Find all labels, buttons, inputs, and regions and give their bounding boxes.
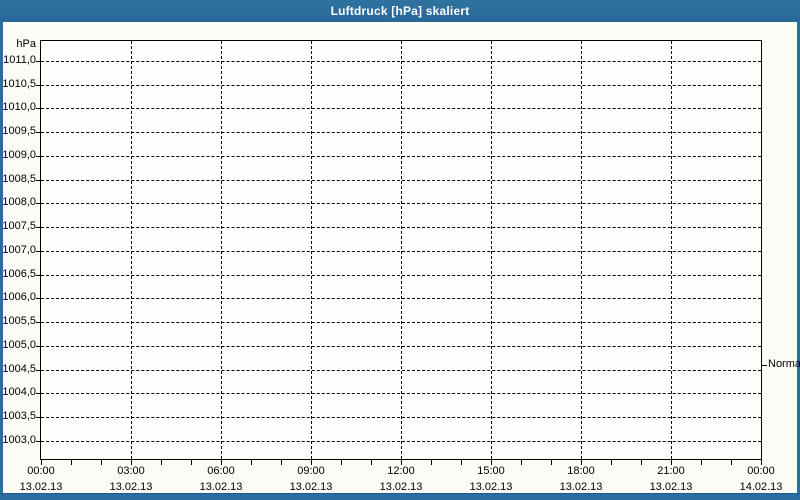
x-time-label: 00:00	[747, 465, 775, 477]
x-date-label: 13.02.13	[289, 481, 333, 493]
x-time-label: 21:00	[657, 465, 685, 477]
y-axis-tick	[36, 227, 40, 228]
y-tick-label: 1010,5	[2, 78, 36, 90]
y-axis-tick	[36, 417, 40, 418]
x-date-label: 13.02.13	[649, 481, 693, 493]
x-axis-tick	[251, 460, 252, 465]
window-border-right	[797, 22, 800, 500]
y-tick-label: 1004,0	[2, 386, 36, 398]
y-tick-label: 1006,0	[2, 291, 36, 303]
x-axis-tick	[671, 460, 672, 465]
y-axis-tick	[36, 441, 40, 442]
v-gridline	[671, 41, 672, 459]
x-axis-tick	[101, 460, 102, 465]
x-axis-tick	[71, 460, 72, 465]
x-axis-tick	[221, 460, 222, 465]
x-axis-tick	[641, 460, 642, 465]
y-tick-label: 1005,0	[2, 339, 36, 351]
x-time-label: 03:00	[117, 465, 145, 477]
normal-marker-tick	[762, 365, 767, 366]
x-date-label: 13.02.13	[379, 481, 423, 493]
y-tick-label: 1011,0	[3, 54, 36, 66]
y-axis-tick	[36, 132, 40, 133]
y-axis-tick	[36, 275, 40, 276]
x-axis-tick	[431, 460, 432, 465]
x-axis-tick	[41, 460, 42, 465]
y-axis-tick	[36, 203, 40, 204]
x-time-label: 00:00	[27, 465, 55, 477]
y-axis-unit-label: hPa	[16, 38, 36, 50]
window-titlebar[interactable]: Luftdruck [hPa] skaliert	[0, 0, 800, 22]
x-time-label: 18:00	[567, 465, 595, 477]
y-axis-tick	[36, 346, 40, 347]
y-axis-tick	[36, 251, 40, 252]
x-time-label: 12:00	[387, 465, 415, 477]
y-tick-label: 1010,0	[2, 101, 36, 113]
y-axis-tick	[36, 85, 40, 86]
x-time-label: 15:00	[477, 465, 505, 477]
x-time-label: 06:00	[207, 465, 235, 477]
y-axis-tick	[36, 298, 40, 299]
x-axis-tick	[131, 460, 132, 465]
x-axis-tick	[761, 460, 762, 465]
x-axis-tick	[161, 460, 162, 465]
x-date-label: 13.02.13	[199, 481, 243, 493]
y-tick-label: 1009,5	[2, 125, 36, 137]
window-border-left	[0, 22, 3, 500]
y-tick-label: 1003,5	[2, 410, 36, 422]
v-gridline	[581, 41, 582, 459]
x-axis-tick	[581, 460, 582, 465]
x-axis-tick	[281, 460, 282, 465]
y-tick-label: 1008,5	[2, 173, 36, 185]
x-date-label: 13.02.13	[469, 481, 513, 493]
x-date-label: 13.02.13	[559, 481, 603, 493]
window-title: Luftdruck [hPa] skaliert	[330, 4, 470, 18]
x-date-label: 13.02.13	[19, 481, 63, 493]
x-axis-tick	[491, 460, 492, 465]
x-axis-tick	[311, 460, 312, 465]
y-axis-tick	[36, 61, 40, 62]
y-tick-label: 1009,0	[2, 149, 36, 161]
x-axis-tick	[731, 460, 732, 465]
x-axis-tick	[401, 460, 402, 465]
y-axis-tick	[36, 370, 40, 371]
x-axis-tick	[551, 460, 552, 465]
normal-marker-label: Normal	[768, 358, 800, 370]
v-gridline	[311, 41, 312, 459]
y-axis-tick	[36, 156, 40, 157]
x-axis-tick	[341, 460, 342, 465]
y-tick-label: 1007,0	[2, 244, 36, 256]
y-axis-tick	[36, 108, 40, 109]
x-date-label: 14.02.13	[739, 481, 783, 493]
y-axis-tick	[36, 180, 40, 181]
y-tick-label: 1005,5	[2, 315, 36, 327]
x-axis-tick	[461, 460, 462, 465]
x-time-label: 09:00	[297, 465, 325, 477]
y-tick-label: 1004,5	[2, 363, 36, 375]
y-tick-label: 1003,0	[2, 434, 36, 446]
v-gridline	[401, 41, 402, 459]
y-tick-label: 1008,0	[2, 196, 36, 208]
v-gridline	[221, 41, 222, 459]
y-axis-tick	[36, 393, 40, 394]
x-axis-tick	[521, 460, 522, 465]
x-axis-tick	[701, 460, 702, 465]
window-border-bottom	[0, 493, 800, 500]
x-axis-tick	[611, 460, 612, 465]
v-gridline	[491, 41, 492, 459]
y-tick-label: 1007,5	[2, 220, 36, 232]
y-axis-tick	[36, 322, 40, 323]
x-axis-tick	[371, 460, 372, 465]
x-date-label: 13.02.13	[109, 481, 153, 493]
x-axis-tick	[191, 460, 192, 465]
y-tick-label: 1006,5	[2, 268, 36, 280]
v-gridline	[131, 41, 132, 459]
